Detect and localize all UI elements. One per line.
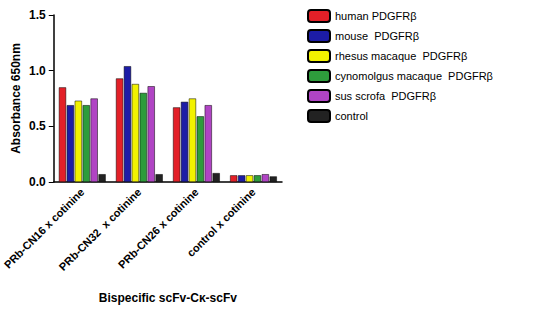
svg-text:PRb-CN16 x cotinine: PRb-CN16 x cotinine (1, 185, 87, 271)
svg-text:1.5: 1.5 (29, 8, 46, 22)
svg-text:control: control (335, 110, 368, 122)
svg-text:PRb-CN32 x cotinine: PRb-CN32 x cotinine (56, 185, 144, 273)
svg-text:control x cotinine: control x cotinine (184, 186, 257, 259)
svg-text:0.0: 0.0 (29, 175, 46, 189)
svg-text:Absorbance 650nm: Absorbance 650nm (9, 43, 23, 154)
svg-text:mouse PDGFRβ: mouse PDGFRβ (335, 30, 419, 42)
svg-text:rhesus macaque PDGFRβ: rhesus macaque PDGFRβ (335, 50, 467, 62)
svg-text:human PDGFRβ: human PDGFRβ (335, 10, 417, 22)
svg-text:Bispecific scFv-Cκ-scFv: Bispecific scFv-Cκ-scFv (99, 291, 237, 305)
svg-text:PRb-CN26 x cotinine: PRb-CN26 x cotinine (116, 186, 201, 271)
svg-text:0.5: 0.5 (29, 119, 46, 133)
svg-text:cynomolgus macaque PDGFRβ: cynomolgus macaque PDGFRβ (335, 70, 493, 82)
svg-text:sus scrofa PDGFRβ: sus scrofa PDGFRβ (335, 90, 436, 102)
svg-text:1.0: 1.0 (29, 64, 46, 78)
